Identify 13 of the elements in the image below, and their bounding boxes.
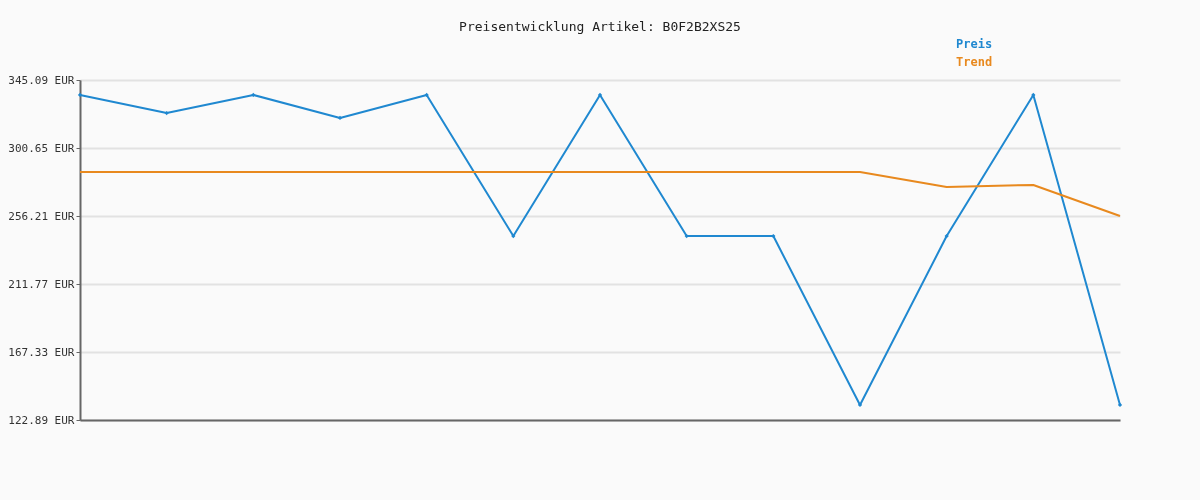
point — [77, 92, 83, 98]
point — [1117, 402, 1123, 408]
text: Trend — [956, 55, 993, 69]
y-tick-label: 122.89 EUR — [8, 413, 75, 427]
y-tick-label: 345.09 EUR — [8, 73, 75, 87]
chart-title: Preisentwicklung Artikel: B0F2B2XS25 — [458, 19, 742, 34]
point — [337, 115, 343, 121]
y-tick-label: 167.33 EUR — [8, 345, 75, 359]
text: Preis — [956, 37, 993, 51]
y-tick-label: 300.65 EUR — [8, 141, 75, 155]
y-tick-label: 256.21 EUR — [8, 209, 75, 223]
y-tick-label: 211.77 EUR — [8, 277, 75, 291]
line-series — [79, 170, 1121, 218]
